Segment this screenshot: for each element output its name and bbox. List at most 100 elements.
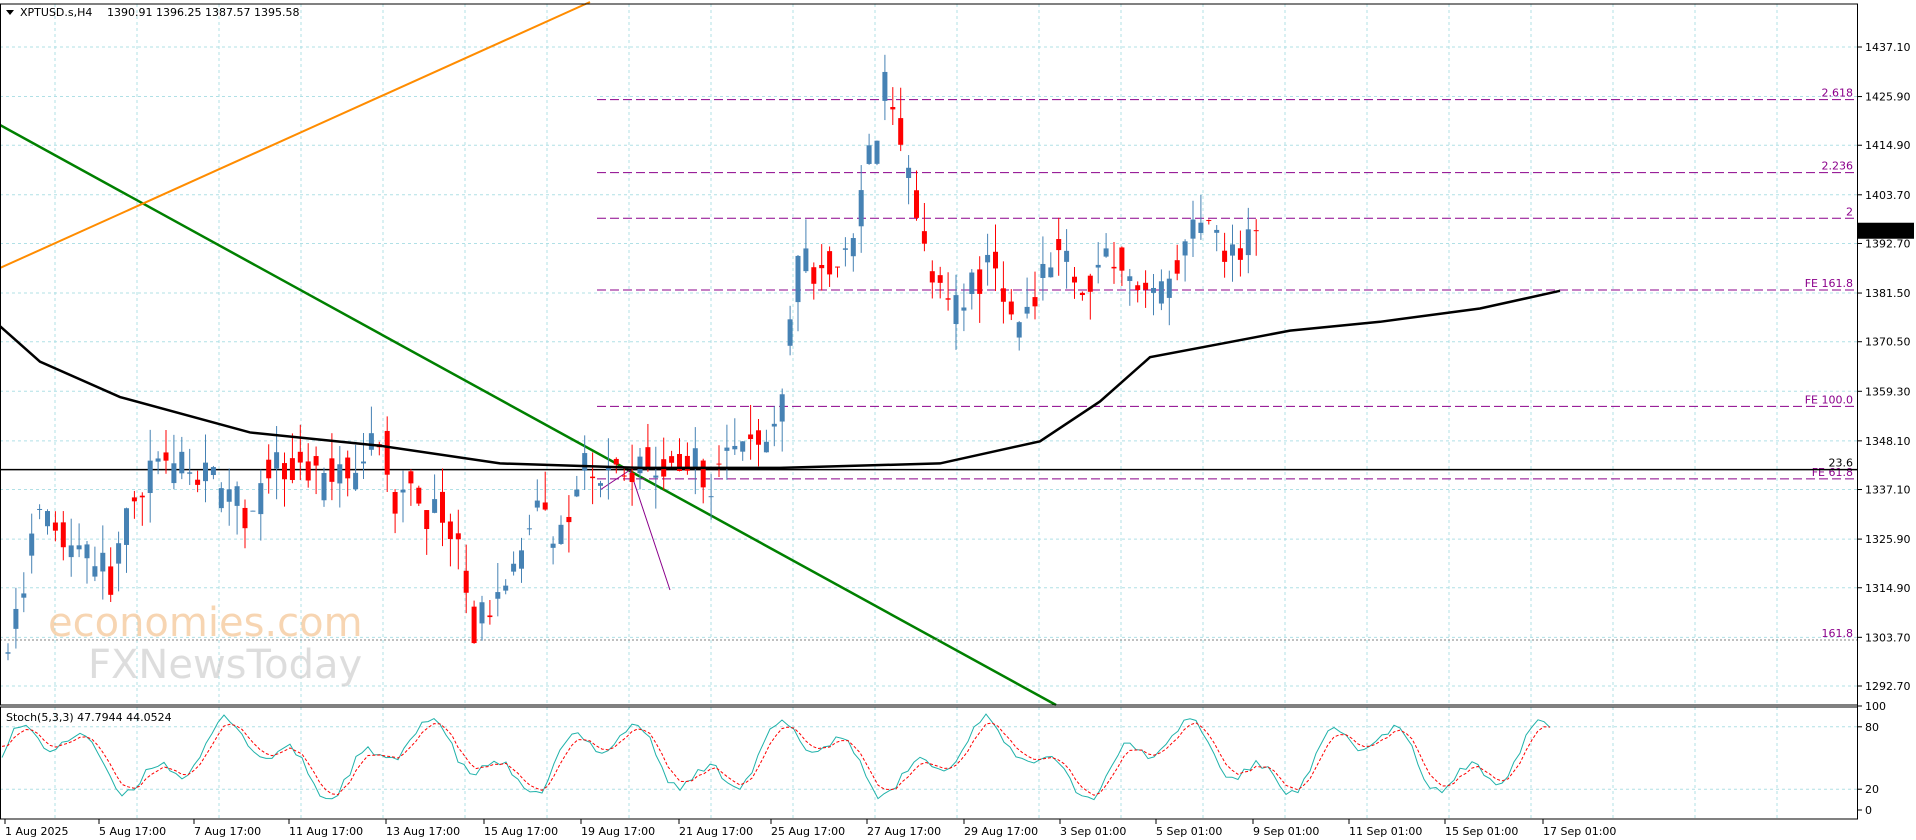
price-tick-label: 1303.70	[1865, 631, 1911, 644]
candle-body	[1040, 263, 1046, 278]
candle-body	[392, 492, 398, 514]
candle-body	[1214, 229, 1220, 233]
candle-body	[787, 319, 793, 346]
candle-body	[329, 458, 335, 482]
collapse-arrow-icon[interactable]	[6, 10, 14, 15]
candle-body	[1151, 287, 1156, 293]
stoch-pane-border	[0, 706, 1858, 820]
candle-body	[716, 463, 722, 465]
candle-body	[511, 563, 517, 572]
candle-body	[803, 248, 809, 272]
price-tick-label: 1370.50	[1865, 336, 1911, 349]
candle-body	[1190, 219, 1196, 239]
candle-body	[447, 521, 453, 540]
time-tick-label: 25 Aug 17:00	[771, 825, 845, 838]
time-tick-label: 9 Sep 01:00	[1253, 825, 1319, 838]
time-tick-label: 5 Aug 17:00	[99, 825, 166, 838]
price-tick-label: 1437.10	[1865, 41, 1911, 54]
candle-body	[1206, 220, 1212, 222]
candle-body	[155, 458, 161, 462]
candle-body	[732, 445, 738, 450]
time-tick-label: 11 Sep 01:00	[1349, 825, 1422, 838]
candle-body	[1222, 250, 1228, 262]
stoch-tick-label: 0	[1865, 804, 1872, 817]
candle-body	[842, 248, 848, 250]
candle-body	[1237, 248, 1243, 260]
candle-body	[368, 433, 374, 450]
candle-body	[653, 475, 659, 478]
candle-body	[605, 466, 611, 471]
candle-body	[305, 461, 311, 481]
candle-body	[503, 585, 509, 591]
price-tick-label: 1414.90	[1865, 139, 1911, 152]
candle-body	[187, 472, 193, 474]
candle-body	[1166, 278, 1172, 298]
candle-body	[1095, 264, 1101, 268]
candle-body	[195, 479, 201, 485]
candle-body	[210, 467, 216, 476]
candle-body	[874, 140, 880, 164]
candle-body	[977, 269, 983, 294]
time-tick-label: 1 Aug 2025	[5, 825, 68, 838]
candle-body	[1253, 230, 1259, 232]
watermark: economies.com FXNewsToday	[48, 600, 363, 688]
candle-body	[68, 545, 74, 558]
stoch-main-line	[1, 713, 1551, 801]
candle-body	[100, 552, 106, 572]
candle-body	[139, 495, 145, 498]
candle-body	[45, 511, 50, 527]
candle-body	[84, 544, 90, 559]
candle-body	[1174, 260, 1180, 274]
candle-body	[203, 462, 208, 482]
candle-body	[408, 471, 414, 484]
time-tick-label: 7 Aug 17:00	[194, 825, 261, 838]
price-tick-label: 1348.10	[1865, 435, 1911, 448]
fib-level-label: 2	[1846, 205, 1853, 218]
candle-body	[1158, 281, 1164, 304]
candle-body	[795, 255, 801, 303]
candle-body	[756, 430, 761, 445]
candle-body	[1000, 288, 1006, 302]
candle-body	[29, 533, 35, 556]
candle-body	[945, 298, 951, 300]
candle-body	[313, 456, 319, 466]
candle-body	[566, 516, 572, 523]
candle-body	[1024, 306, 1030, 314]
candle-body	[1064, 250, 1070, 262]
candle-body	[282, 463, 287, 480]
candle-body	[969, 272, 975, 294]
time-tick-label: 13 Aug 17:00	[386, 825, 460, 838]
candle-body	[771, 423, 777, 427]
candle-body	[613, 458, 619, 465]
stoch-tick-label: 100	[1865, 700, 1886, 713]
candle-body	[92, 566, 98, 577]
candle-body	[898, 118, 904, 145]
stoch-tick-label: 80	[1865, 721, 1879, 734]
candle-body	[858, 190, 864, 227]
ma-line	[0, 289, 1561, 470]
price-tick-label: 1425.90	[1865, 91, 1911, 104]
candle-body	[455, 533, 461, 540]
candle-body	[1127, 276, 1133, 281]
candle-body	[1143, 282, 1149, 290]
candle-body	[5, 652, 11, 654]
stoch-label: Stoch(5,3,3) 47.7944 44.0524	[6, 711, 172, 724]
candle-body	[218, 488, 224, 509]
candle-body	[321, 473, 327, 501]
candle-body	[37, 508, 43, 510]
candle-body	[882, 71, 888, 101]
candle-body	[582, 453, 588, 471]
horizontal-line-label: 23.6	[1829, 457, 1854, 470]
candle-body	[226, 489, 232, 502]
candle-body	[289, 458, 295, 481]
candle-body	[914, 190, 919, 218]
candle-body	[179, 451, 185, 474]
candle-body	[590, 476, 596, 479]
candle-body	[906, 167, 912, 178]
candle-body	[234, 486, 240, 506]
candle-body	[297, 451, 303, 463]
candle-body	[131, 497, 137, 502]
price-tick-label: 1337.10	[1865, 484, 1911, 497]
candle-body	[526, 528, 532, 530]
